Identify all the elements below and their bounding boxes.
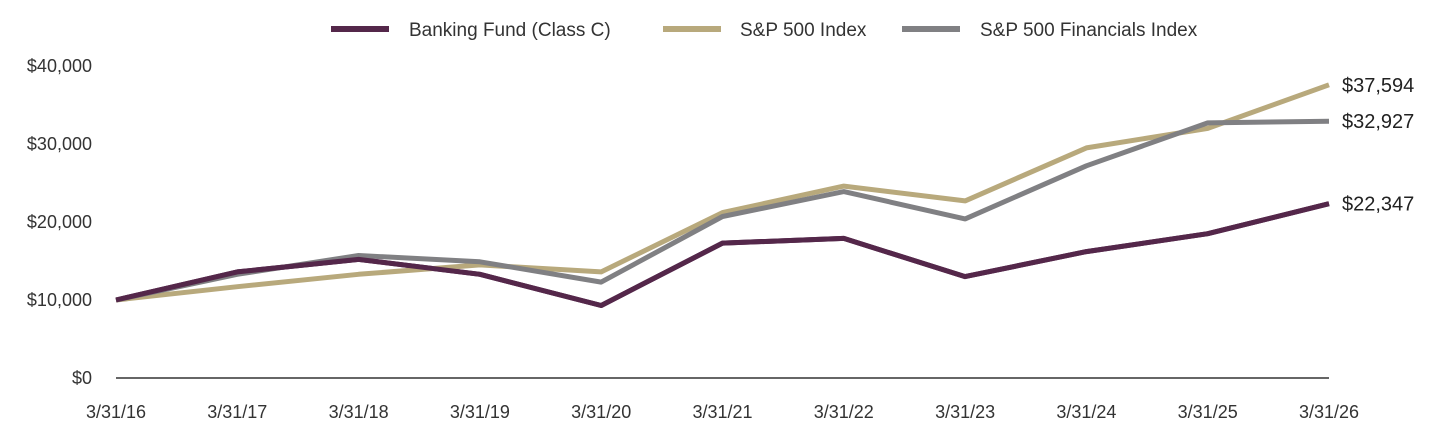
legend-item-sandp-500-index: S&P 500 Index: [663, 20, 867, 41]
y-axis: $0 $10,000 $20,000 $30,000 $40,000: [27, 56, 92, 388]
y-tick-label: $30,000: [27, 134, 92, 154]
y-tick-label: $40,000: [27, 56, 92, 76]
x-tick-label: 3/31/23: [935, 402, 995, 422]
y-tick-label: $10,000: [27, 290, 92, 310]
legend-label: S&P 500 Financials Index: [980, 20, 1198, 41]
y-tick-label: $0: [72, 368, 92, 388]
end-label-sandp-500-index: $37,594: [1342, 75, 1414, 97]
legend: Banking Fund (Class C) S&P 500 Index S&P 5…: [331, 20, 1198, 41]
series-lines: [115, 82, 1330, 308]
x-tick-label: 3/31/22: [814, 402, 874, 422]
x-tick-label: 3/31/19: [450, 402, 510, 422]
x-tick-label: 3/31/24: [1056, 402, 1116, 422]
end-label-sandp-500-financials-index: $32,927: [1342, 111, 1414, 133]
end-labels: $22,347 $37,594 $32,927: [1342, 75, 1414, 216]
series-line-sandp-500-index: [115, 82, 1330, 303]
x-tick-label: 3/31/21: [692, 402, 752, 422]
legend-item-sandp-500-financials-index: S&P 500 Financials Index: [902, 20, 1198, 41]
x-tick-label: 3/31/20: [571, 402, 631, 422]
legend-label: Banking Fund (Class C): [409, 20, 611, 41]
x-axis: 3/31/16 3/31/17 3/31/18 3/31/19 3/31/20 3/31/…: [86, 377, 1359, 422]
x-tick-label: 3/31/18: [329, 402, 389, 422]
legend-label: S&P 500 Index: [740, 20, 867, 41]
x-tick-label: 3/31/25: [1178, 402, 1238, 422]
end-label-banking-fund-class-c: $22,347: [1342, 194, 1414, 216]
x-tick-label: 3/31/17: [207, 402, 267, 422]
series-line-banking-fund-class-c-overlay: [115, 201, 1330, 308]
legend-item-banking-fund-class-c: Banking Fund (Class C): [331, 20, 611, 41]
x-tick-label: 3/31/16: [86, 402, 146, 422]
y-tick-label: $20,000: [27, 212, 92, 232]
x-tick-label: 3/31/26: [1299, 402, 1359, 422]
